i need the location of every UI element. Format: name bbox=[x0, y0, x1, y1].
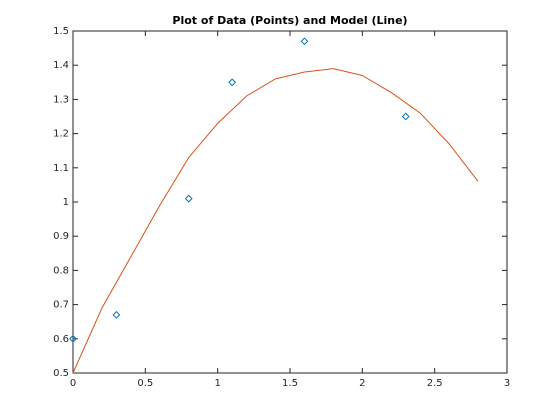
data-point bbox=[184, 194, 193, 203]
data-point bbox=[300, 37, 309, 46]
x-tick-label: 2.5 bbox=[427, 378, 443, 389]
y-tick-label: 0.6 bbox=[53, 334, 69, 345]
y-tick-label: 0.5 bbox=[53, 368, 69, 379]
x-tick-label: 0.5 bbox=[137, 378, 153, 389]
y-tick-label: 1.5 bbox=[53, 26, 69, 37]
x-tick-label: 1 bbox=[214, 378, 220, 389]
data-point bbox=[69, 334, 77, 343]
y-tick-label: 1 bbox=[63, 197, 69, 208]
data-point bbox=[228, 78, 237, 87]
y-tick-label: 1.4 bbox=[53, 60, 69, 71]
chart-title: Plot of Data (Points) and Model (Line) bbox=[172, 14, 407, 27]
y-tick-label: 0.9 bbox=[53, 231, 69, 242]
data-point bbox=[401, 112, 410, 121]
data-point bbox=[112, 310, 121, 319]
plot-box bbox=[72, 30, 508, 374]
x-tick-label: 1.5 bbox=[282, 378, 298, 389]
x-tick-label: 2 bbox=[359, 378, 365, 389]
x-tick-label: 0 bbox=[70, 378, 76, 389]
x-tick-label: 3 bbox=[504, 378, 510, 389]
y-tick-label: 0.8 bbox=[53, 265, 69, 276]
y-tick-label: 1.2 bbox=[53, 129, 69, 140]
model-line bbox=[72, 68, 479, 374]
y-tick-label: 1.1 bbox=[53, 163, 69, 174]
y-tick-label: 0.7 bbox=[53, 300, 69, 311]
y-tick-label: 1.3 bbox=[53, 94, 69, 105]
